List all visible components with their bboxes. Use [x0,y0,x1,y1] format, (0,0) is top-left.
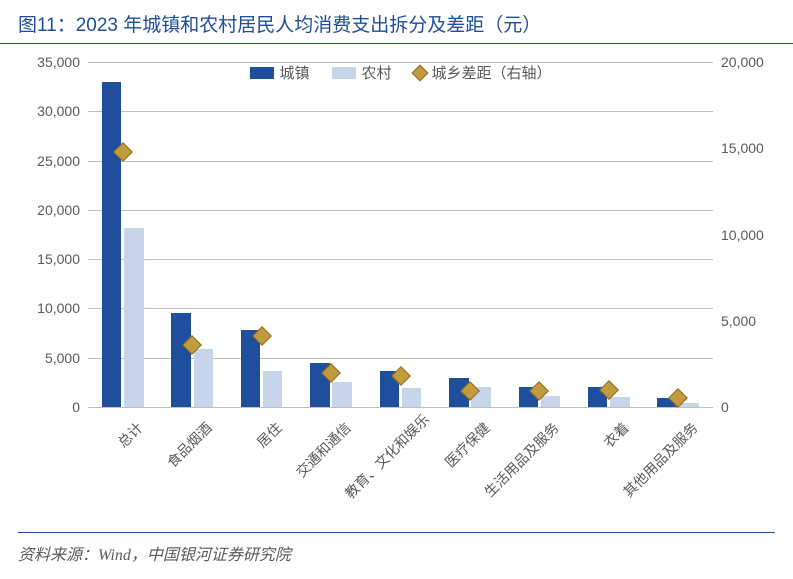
bar-rural [263,371,282,407]
y-left-tick-label: 20,000 [10,202,80,218]
gridline [88,308,713,309]
legend: 城镇 农村 城乡差距（右轴） [249,62,551,83]
bar-rural [680,403,699,407]
y-left-tick-label: 10,000 [10,300,80,316]
bar-urban [171,313,190,407]
y-left-tick-label: 15,000 [10,251,80,267]
legend-item-rural: 农村 [331,62,391,83]
gridline [88,210,713,211]
gridline [88,111,713,112]
legend-swatch-rural [331,67,355,79]
gridline [88,407,713,408]
bar-rural [332,382,351,407]
legend-label-gap: 城乡差距（右轴） [432,62,552,83]
legend-swatch-gap [411,64,428,81]
y-right-tick-label: 20,000 [721,54,791,70]
y-right-tick-label: 5,000 [721,313,791,329]
legend-label-urban: 城镇 [279,62,309,83]
legend-label-rural: 农村 [361,62,391,83]
chart-area: 城镇 农村 城乡差距（右轴） 0 5,000 10,000 15,000 20,000 2… [0,44,793,514]
plot-area: 城镇 农村 城乡差距（右轴） 05,00010,00015,00020,0002… [88,62,713,407]
y-left-tick-label: 35,000 [10,54,80,70]
y-right-tick-label: 0 [721,399,791,415]
chart-source: 资料来源：Wind，中国银河证券研究院 [18,532,775,565]
gridline [88,161,713,162]
y-right-tick-label: 15,000 [721,140,791,156]
bar-rural [194,349,213,407]
chart-title-bar: 图11：2023 年城镇和农村居民人均消费支出拆分及差距（元） [0,0,793,44]
legend-item-gap: 城乡差距（右轴） [414,62,552,83]
bar-rural [610,397,629,407]
y-left-tick-label: 5,000 [10,350,80,366]
legend-swatch-urban [249,67,273,79]
bar-rural [541,396,560,407]
chart-title: 图11：2023 年城镇和农村居民人均消费支出拆分及差距（元） [18,10,775,37]
bar-urban [102,82,121,407]
y-left-tick-label: 0 [10,399,80,415]
y-left-tick-label: 30,000 [10,103,80,119]
y-left-tick-label: 25,000 [10,153,80,169]
y-right-tick-label: 10,000 [721,227,791,243]
gridline [88,259,713,260]
bar-rural [124,228,143,407]
bar-rural [402,388,421,407]
legend-item-urban: 城镇 [249,62,309,83]
